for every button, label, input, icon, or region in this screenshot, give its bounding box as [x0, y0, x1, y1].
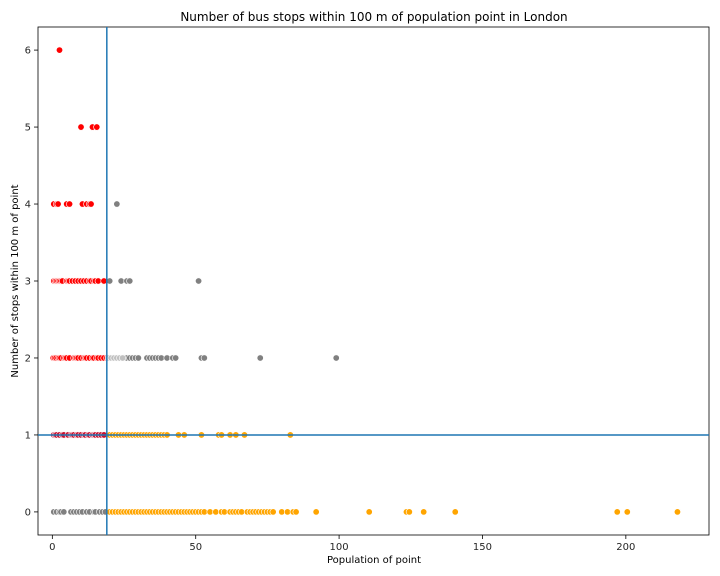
data-point: [54, 200, 62, 208]
data-point: [451, 508, 459, 516]
data-point: [56, 46, 64, 54]
y-tick-label: 1: [25, 430, 31, 441]
data-point: [77, 123, 85, 131]
y-tick-label: 5: [25, 123, 31, 134]
data-point: [113, 200, 121, 208]
data-point: [613, 508, 621, 516]
x-tick-label: 150: [473, 542, 492, 553]
x-axis-label: Population of point: [327, 555, 421, 566]
y-tick-label: 0: [25, 507, 31, 518]
data-point: [623, 508, 631, 516]
data-point: [126, 277, 134, 285]
data-point: [119, 354, 127, 362]
data-point: [200, 354, 208, 362]
y-axis-label: Number of stops within 100 m of point: [10, 184, 21, 377]
y-tick-label: 3: [25, 277, 31, 288]
data-point: [87, 200, 95, 208]
data-point: [292, 508, 300, 516]
chart-title: Number of bus stops within 100 m of popu…: [180, 10, 567, 24]
y-axis: 0 1 2 3 4 5 6: [25, 46, 38, 518]
y-tick-label: 6: [25, 46, 31, 57]
y-tick-label: 2: [25, 353, 31, 364]
reference-lines: [38, 27, 709, 535]
x-tick-label: 0: [49, 542, 55, 553]
x-tick-label: 200: [616, 542, 635, 553]
data-point: [256, 354, 264, 362]
x-axis: 0 50 100 150 200: [49, 535, 635, 553]
data-point: [195, 277, 203, 285]
data-point: [420, 508, 428, 516]
data-point: [312, 508, 320, 516]
data-point: [93, 123, 101, 131]
data-point: [60, 508, 68, 516]
data-point: [172, 354, 180, 362]
data-point: [673, 508, 681, 516]
data-point: [332, 354, 340, 362]
plot-area: [37, 26, 710, 536]
data-point: [269, 508, 277, 516]
data-point: [66, 200, 74, 208]
x-tick-label: 100: [330, 542, 349, 553]
x-tick-label: 50: [189, 542, 202, 553]
y-tick-label: 4: [25, 200, 31, 211]
data-point: [365, 508, 373, 516]
data-point: [134, 354, 142, 362]
data-point: [405, 508, 413, 516]
data-points: [49, 46, 681, 516]
